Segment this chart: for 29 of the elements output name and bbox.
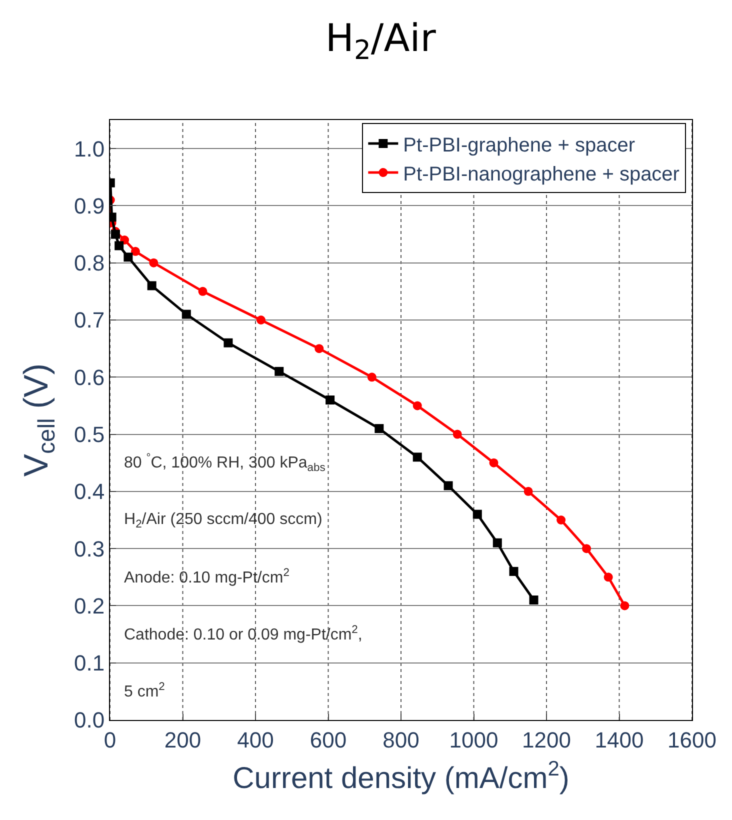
legend-label: Pt-PBI-graphene + spacer (403, 134, 636, 156)
y-tick-label: 0.7 (74, 308, 105, 333)
annotation: Cathode: 0.10 or 0.09 mg-Pt/cm$^{2}$, (124, 624, 362, 644)
legend-label: Pt-PBI-nanographene + spacer (403, 163, 680, 186)
x-tick-label: 800 (382, 727, 420, 752)
x-tick-label: 1000 (449, 727, 498, 752)
y-tick-label: 0.3 (74, 536, 105, 562)
x-tick-label: 1200 (522, 727, 571, 752)
annotation: H$_{2}$/Air (250 sccm/400 sccm) (124, 511, 322, 530)
y-tick-label: 0.5 (74, 422, 105, 447)
y-tick-label: 0.2 (74, 593, 105, 618)
annotation: 5 cm$^{2}$ (124, 681, 165, 701)
chart-title: H$_{2}$/Air (325, 16, 436, 66)
x-tick-label: 1600 (668, 727, 716, 752)
y-tick-label: 0.9 (74, 193, 105, 218)
y-tick-label: 0.4 (74, 479, 105, 504)
x-tick-label: 1400 (594, 727, 644, 752)
y-tick-label: 0.8 (74, 250, 105, 276)
x-axis-title: Current density (mA/cm$^{2}$) (232, 757, 570, 795)
y-tick-label: 0.6 (74, 364, 105, 390)
x-tick-label: 400 (237, 727, 274, 752)
y-tick-label: 1.0 (74, 136, 105, 162)
x-tick-label: 600 (310, 727, 347, 752)
y-tick-label: 0.0 (74, 708, 105, 733)
x-tick-label: 0 (104, 727, 116, 752)
annotation: Anode: 0.10 mg-Pt/cm$^{2}$ (124, 567, 290, 587)
x-tick-label: 200 (164, 727, 202, 752)
annotation: 80 $^{°}$C, 100% RH, 300 kPa$_{abs}$ (124, 452, 326, 474)
y-tick-label: 0.1 (74, 650, 105, 676)
